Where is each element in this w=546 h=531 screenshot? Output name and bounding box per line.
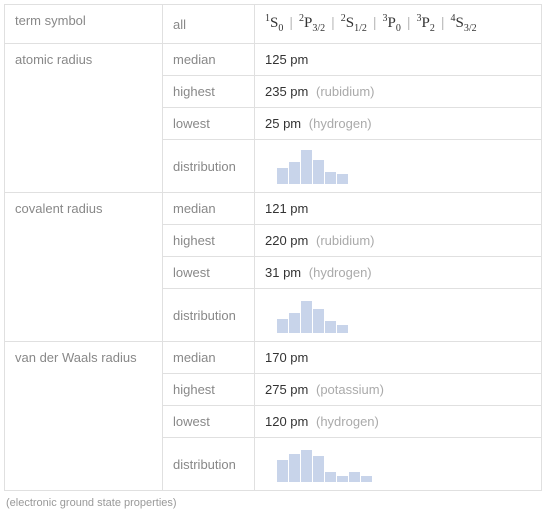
footnote: (electronic ground state properties): [4, 491, 542, 515]
table-row: term symbol all 1S0|2P3/2|2S1/2|3P0|3P2|…: [5, 5, 542, 44]
histogram-bar: [349, 472, 361, 482]
table-row: covalent radius median 121 pm: [5, 193, 542, 225]
sub-label: distribution: [163, 289, 255, 342]
sub-label: median: [163, 193, 255, 225]
histogram-bar: [337, 476, 349, 482]
term-symbol: 3P0: [383, 15, 401, 31]
property-label: term symbol: [5, 5, 163, 44]
term-symbol: 2P3/2: [299, 15, 325, 31]
sub-label: median: [163, 44, 255, 76]
value-cell: 275 pm (potassium): [255, 374, 542, 406]
sub-label: highest: [163, 374, 255, 406]
properties-table: term symbol all 1S0|2P3/2|2S1/2|3P0|3P2|…: [4, 4, 542, 491]
histogram-bar: [277, 168, 289, 184]
histogram-bar: [325, 321, 337, 333]
table-row: atomic radius median 125 pm: [5, 44, 542, 76]
sub-label: lowest: [163, 257, 255, 289]
separator: |: [435, 14, 451, 30]
separator: |: [367, 14, 383, 30]
histogram-icon: [265, 297, 531, 333]
histogram-bar: [337, 325, 349, 333]
value-text: 120 pm: [265, 414, 308, 429]
histogram-bar: [325, 172, 337, 184]
separator: |: [283, 14, 299, 30]
value-cell: 121 pm: [255, 193, 542, 225]
value-note: (potassium): [316, 382, 384, 397]
value-note: (hydrogen): [309, 116, 372, 131]
term-symbol: 4S3/2: [450, 15, 476, 31]
sub-label: all: [163, 5, 255, 44]
property-label: van der Waals radius: [5, 342, 163, 491]
sub-label: highest: [163, 76, 255, 108]
term-symbol: 2S1/2: [341, 15, 367, 31]
value-cell: 170 pm: [255, 342, 542, 374]
value-cell: 125 pm: [255, 44, 542, 76]
histogram-bar: [361, 476, 373, 482]
value-cell: 120 pm (hydrogen): [255, 406, 542, 438]
histogram-icon: [265, 446, 531, 482]
value-cell: 31 pm (hydrogen): [255, 257, 542, 289]
separator: |: [401, 14, 417, 30]
histogram-bar: [301, 301, 313, 333]
value-note: (rubidium): [316, 84, 375, 99]
sub-label: lowest: [163, 108, 255, 140]
value-text: 220 pm: [265, 233, 308, 248]
property-label: atomic radius: [5, 44, 163, 193]
property-label: covalent radius: [5, 193, 163, 342]
histogram-bar: [313, 309, 325, 333]
histogram-bar: [301, 450, 313, 482]
sub-label: median: [163, 342, 255, 374]
histogram-bar: [289, 313, 301, 333]
value-note: (hydrogen): [309, 265, 372, 280]
histogram-bar: [301, 150, 313, 184]
histogram-bar: [313, 456, 325, 482]
value-text: 275 pm: [265, 382, 308, 397]
term-symbol-value: 1S0|2P3/2|2S1/2|3P0|3P2|4S3/2: [255, 5, 542, 44]
value-text: 25 pm: [265, 116, 301, 131]
histogram-bar: [337, 174, 349, 184]
sub-label: distribution: [163, 140, 255, 193]
sub-label: distribution: [163, 438, 255, 491]
sub-label: lowest: [163, 406, 255, 438]
histogram-bar: [289, 162, 301, 184]
value-cell: 25 pm (hydrogen): [255, 108, 542, 140]
value-note: (rubidium): [316, 233, 375, 248]
table-row: van der Waals radius median 170 pm: [5, 342, 542, 374]
histogram-bar: [289, 454, 301, 482]
separator: |: [325, 14, 341, 30]
histogram-bar: [313, 160, 325, 184]
term-symbol: 3P2: [417, 15, 435, 31]
histogram-icon: [265, 148, 531, 184]
distribution-cell: [255, 438, 542, 491]
value-text: 31 pm: [265, 265, 301, 280]
value-text: 235 pm: [265, 84, 308, 99]
value-cell: 220 pm (rubidium): [255, 225, 542, 257]
term-symbol: 1S0: [265, 15, 283, 31]
distribution-cell: [255, 140, 542, 193]
histogram-bar: [325, 472, 337, 482]
value-cell: 235 pm (rubidium): [255, 76, 542, 108]
histogram-bar: [277, 460, 289, 482]
sub-label: highest: [163, 225, 255, 257]
value-note: (hydrogen): [316, 414, 379, 429]
distribution-cell: [255, 289, 542, 342]
histogram-bar: [277, 319, 289, 333]
